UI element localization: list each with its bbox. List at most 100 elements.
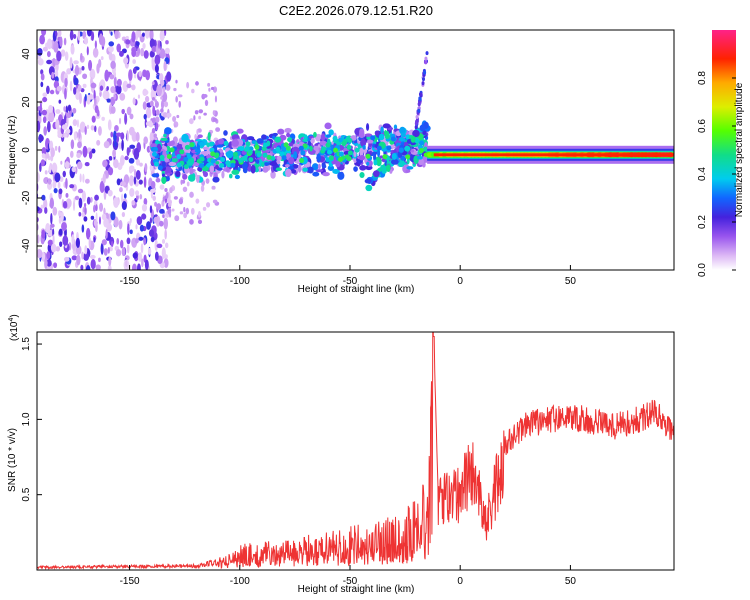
spectral-blob (209, 165, 215, 173)
spectral-blob (165, 84, 171, 91)
spectral-blob (317, 163, 321, 170)
spectral-blob (150, 188, 156, 193)
spectral-blob (126, 146, 130, 157)
spectral-blob (41, 194, 46, 201)
spectral-blob (424, 56, 428, 61)
spectral-blob (154, 116, 160, 123)
spectral-blob (50, 213, 53, 225)
spectral-blob (64, 161, 70, 169)
spectral-blob (194, 110, 199, 115)
spectral-blob (274, 136, 282, 143)
spectral-blob (354, 147, 360, 153)
spectral-blob (46, 51, 51, 58)
spectral-blob (86, 30, 92, 37)
spectral-blob (210, 86, 215, 91)
spectral-blob (286, 132, 291, 138)
spectral-blob (214, 152, 220, 158)
spectral-blob (37, 248, 43, 259)
spectral-blob (138, 236, 144, 241)
spectral-blob (172, 116, 177, 123)
spectral-blob (79, 92, 82, 105)
y-tick-label: -20 (21, 190, 32, 205)
spectral-blob (53, 188, 58, 194)
spectral-blob (54, 172, 61, 183)
spectral-blob (212, 110, 216, 116)
spectral-blob (83, 252, 90, 261)
spectral-blob (143, 136, 148, 145)
spectral-blob (53, 262, 58, 269)
y-tick-label: 1.5 (21, 337, 32, 351)
spectral-blob (216, 144, 224, 148)
spectral-blob (179, 149, 185, 155)
spectral-blob (151, 173, 160, 178)
spectral-blob (256, 138, 264, 144)
spectral-blob (261, 134, 267, 140)
spectral-blob (129, 229, 133, 235)
spectral-blob (129, 187, 135, 197)
spectral-blob (169, 147, 175, 153)
spectral-blob (182, 173, 188, 180)
spectral-blob (175, 79, 178, 84)
spectral-blob (134, 73, 137, 79)
spectral-blob (133, 148, 140, 160)
spectral-blob (169, 187, 173, 194)
spectral-blob (118, 219, 123, 230)
spectral-blob (94, 125, 97, 133)
spectral-blob (161, 247, 166, 260)
spectral-blob (310, 137, 315, 144)
spectral-blob (89, 68, 96, 80)
spectral-blob (155, 177, 161, 183)
spectral-blob (70, 139, 75, 150)
spectral-blob (76, 152, 82, 159)
colorbar-tick-label: 0.4 (697, 167, 708, 181)
spectral-blob (93, 219, 98, 227)
spectral-blob (269, 161, 278, 167)
spectral-blob (57, 30, 62, 37)
spectral-blob (67, 104, 72, 112)
spectral-blob (129, 218, 132, 224)
spectrogram-x-label: Height of straight line (km) (298, 284, 415, 295)
spectral-blob (46, 121, 51, 133)
spectral-blob (119, 187, 123, 193)
spectral-blob (99, 85, 104, 91)
spectral-blob (322, 171, 330, 177)
spectral-blob (146, 221, 151, 230)
spectral-blob (85, 227, 91, 240)
spectral-blob (144, 259, 149, 270)
spectral-blob (159, 220, 164, 227)
spectral-blob (98, 257, 101, 263)
spectral-blob (74, 195, 80, 201)
spectral-blob (115, 84, 122, 95)
spectral-blob (61, 124, 68, 130)
spectral-blob (417, 102, 421, 107)
spectral-blob (168, 212, 172, 218)
spectral-blob (202, 146, 209, 150)
spectral-blob (287, 137, 293, 143)
spectral-blob (47, 178, 52, 185)
spectral-blob (116, 43, 122, 53)
spectral-blob (266, 154, 272, 160)
spectral-blob (135, 224, 138, 230)
spectral-blob (419, 92, 423, 97)
spectral-blob (136, 216, 143, 226)
spectral-blob (114, 30, 119, 40)
spectral-blob (90, 258, 96, 270)
spectral-blob (138, 70, 142, 78)
spectral-blob (65, 192, 69, 198)
spectral-blob (110, 240, 114, 248)
spectral-blob (197, 210, 201, 218)
spectral-blob (132, 67, 137, 75)
spectral-blob (53, 40, 59, 53)
spectral-blob (73, 77, 79, 86)
spectral-blob (81, 224, 85, 233)
spectral-blob (41, 109, 48, 116)
spectral-blob (197, 219, 203, 225)
spectral-blob (46, 59, 53, 65)
spectral-blob (63, 106, 67, 112)
spectral-blob (150, 236, 155, 243)
spectral-blob (359, 171, 365, 178)
spectral-blob (129, 144, 136, 149)
spectral-blob (100, 242, 104, 255)
spectral-blob (353, 166, 358, 172)
spectral-blob (212, 176, 220, 183)
